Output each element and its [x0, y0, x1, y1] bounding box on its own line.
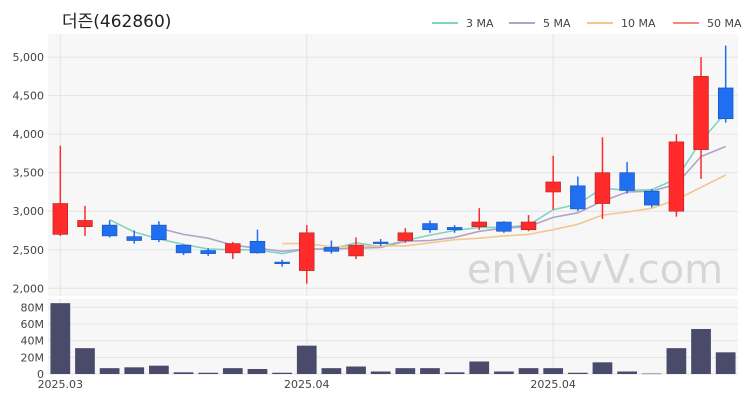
- candle-body: [570, 185, 586, 210]
- volume-bar: [198, 372, 219, 374]
- volume-bar: [420, 368, 440, 374]
- volume-bar: [75, 348, 95, 374]
- volume-bar: [296, 345, 317, 374]
- volume-bar: [543, 368, 564, 374]
- price-axis-ticks: 2,000 2,500 3,000 3,500 4,000 4,500 5,000: [13, 51, 45, 295]
- volume-panel: [48, 299, 738, 374]
- volume-bar: [494, 371, 514, 374]
- candle-body: [77, 220, 93, 227]
- candle-body: [644, 190, 660, 206]
- volume-bar: [518, 368, 539, 374]
- legend-label: 50 MA: [707, 17, 742, 30]
- price-panel: [48, 34, 738, 296]
- candle-body: [471, 221, 487, 227]
- x-tick-label: 2025.04: [530, 378, 576, 391]
- candle-body: [520, 221, 537, 231]
- volume-bar: [247, 369, 268, 374]
- volume-bar: [321, 368, 342, 374]
- volume-bar: [691, 329, 711, 374]
- volume-bar: [617, 371, 637, 374]
- candle-body: [274, 261, 290, 264]
- candle-body: [496, 221, 512, 232]
- candle-body: [52, 203, 69, 235]
- price-grid: [48, 34, 738, 296]
- price-tick-label: 4,000: [13, 128, 45, 141]
- legend-label: 3 MA: [466, 17, 494, 30]
- volume-bar: [149, 365, 169, 374]
- volume-bar: [444, 372, 465, 374]
- volume-tick-label: 60M: [21, 318, 45, 331]
- candle-body: [151, 224, 167, 241]
- candle-body: [422, 223, 438, 231]
- watermark: enVievV.com: [467, 247, 723, 293]
- volume-bar: [272, 372, 292, 374]
- candles: [52, 45, 734, 284]
- volume-bar: [124, 367, 145, 374]
- volume-axis-ticks: 0 20M 40M 60M 80M: [21, 301, 45, 381]
- volume-bar: [346, 366, 366, 374]
- candle-body: [101, 224, 118, 237]
- volume-bar: [173, 372, 194, 374]
- volume-bar: [666, 348, 687, 374]
- volume-bar: [715, 352, 736, 374]
- candle-body: [594, 172, 611, 204]
- volume-bar: [370, 371, 391, 374]
- price-tick-label: 3,500: [13, 167, 45, 180]
- x-tick-label: 2025.03: [38, 378, 84, 391]
- volume-bar: [567, 372, 588, 374]
- candle-body: [299, 232, 315, 271]
- candle-body: [175, 244, 192, 254]
- volume-bar: [50, 303, 71, 374]
- price-tick-label: 2,000: [13, 282, 45, 295]
- volume-tick-label: 80M: [21, 301, 45, 314]
- candle-body: [249, 240, 266, 254]
- candle-body: [372, 241, 389, 244]
- candle-body: [693, 76, 709, 150]
- volume-bars: [50, 303, 736, 375]
- volume-tick-label: 40M: [21, 335, 45, 348]
- legend-label: 5 MA: [543, 17, 571, 30]
- candle-body: [225, 243, 241, 254]
- candle-body: [200, 250, 216, 254]
- price-tick-label: 3,000: [13, 205, 45, 218]
- volume-bar: [222, 368, 243, 374]
- price-tick-label: 2,500: [13, 244, 45, 257]
- legend-label: 10 MA: [621, 17, 656, 30]
- price-tick-label: 4,500: [13, 90, 45, 103]
- candle-body: [397, 232, 414, 241]
- volume-bar: [469, 361, 490, 374]
- x-tick-label: 2025.04: [284, 378, 330, 391]
- volume-tick-label: 0: [37, 368, 44, 381]
- candle-body: [323, 247, 340, 252]
- price-tick-label: 5,000: [13, 51, 45, 64]
- volume-bar: [395, 368, 416, 374]
- volume-bar: [641, 373, 662, 375]
- candle-body: [668, 141, 685, 212]
- candle-body: [619, 172, 635, 191]
- volume-tick-label: 20M: [21, 351, 45, 364]
- volume-bar: [99, 368, 120, 374]
- candle-body: [348, 244, 364, 257]
- candle-body: [717, 87, 734, 120]
- candle-body: [126, 236, 142, 241]
- candle-body: [446, 227, 463, 231]
- volume-bar: [592, 362, 613, 374]
- chart-title: 더즌(462860): [62, 12, 171, 32]
- candle-body: [545, 181, 561, 193]
- x-axis-ticks: 2025.03 2025.04 2025.04: [38, 378, 576, 391]
- legend: 3 MA 5 MA 10 MA 50 MA: [432, 17, 742, 30]
